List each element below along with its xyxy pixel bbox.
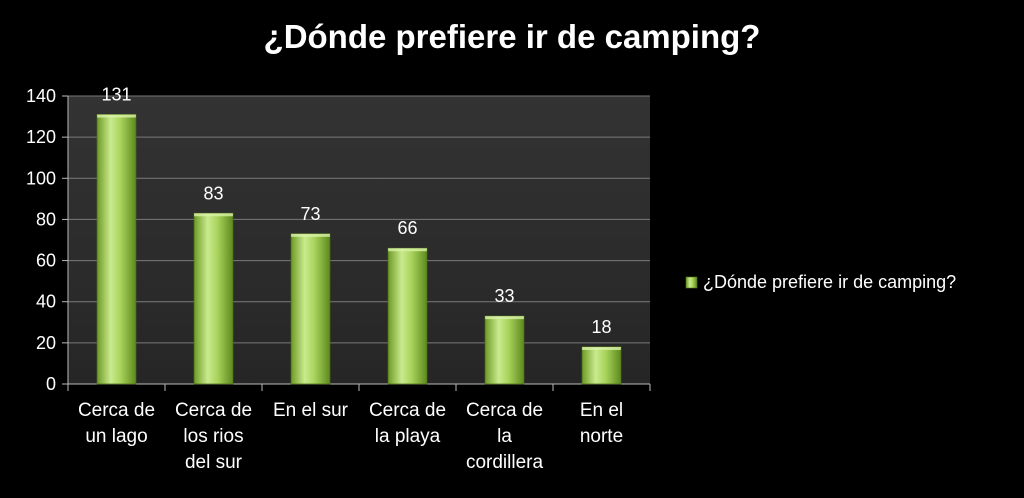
bar — [96, 114, 137, 385]
y-tick-label: 60 — [36, 251, 56, 271]
data-label: 18 — [591, 317, 611, 337]
bars — [96, 114, 622, 385]
x-category-label-line: la playa — [375, 426, 441, 447]
x-category-label-line: cordillera — [466, 452, 544, 473]
data-label: 33 — [494, 286, 514, 306]
x-category-label-line: Cerca de — [466, 400, 543, 421]
y-tick-label: 140 — [26, 86, 56, 106]
x-category-label-line: Cerca de — [369, 400, 446, 421]
axes — [62, 95, 651, 391]
y-tick-label: 20 — [36, 333, 56, 353]
bar-cap — [485, 316, 524, 320]
data-label: 131 — [101, 85, 131, 105]
x-category-label: Cerca de la cordillera — [466, 400, 544, 473]
data-label: 73 — [300, 204, 320, 224]
x-category-label-line: un lago — [85, 426, 147, 447]
data-label: 83 — [203, 183, 223, 203]
x-category-label: Cerca de los rios del sur — [175, 400, 252, 473]
bar-cap — [291, 233, 330, 237]
legend: ¿Dónde prefiere ir de camping? — [685, 272, 956, 292]
y-tick-label: 40 — [36, 292, 56, 312]
x-category-label-line: los rios — [183, 426, 243, 447]
bar — [484, 315, 525, 385]
chart-title: ¿Dónde prefiere ir de camping? — [263, 18, 761, 55]
data-label: 66 — [397, 218, 417, 238]
bar — [193, 212, 234, 385]
bar — [290, 233, 331, 385]
gridlines — [68, 95, 650, 344]
x-category-label-line: Cerca de — [78, 400, 155, 421]
legend-swatch — [685, 276, 698, 289]
labels: 0 20 40 60 80 100 120 140 131 Cerca de un lago 83 Ce… — [26, 85, 623, 473]
y-tick-label: 100 — [26, 168, 56, 188]
x-category-label-line: del sur — [185, 452, 243, 473]
y-tick-label: 80 — [36, 209, 56, 229]
plot-area — [68, 96, 650, 384]
x-category-label-line: Cerca de — [175, 400, 252, 421]
bar — [387, 247, 428, 385]
y-tick-label: 120 — [26, 127, 56, 147]
x-category-label: En el sur — [273, 400, 349, 421]
bar-cap — [97, 114, 136, 118]
x-category-label: En el norte — [580, 400, 623, 447]
legend-label: ¿Dónde prefiere ir de camping? — [703, 272, 956, 292]
x-category-label-line: norte — [580, 426, 623, 447]
bar-cap — [194, 213, 233, 217]
bar — [581, 346, 622, 385]
x-category-label-line: la — [497, 426, 512, 447]
x-category-label-line: En el sur — [273, 400, 349, 421]
x-category-label: Cerca de la playa — [369, 400, 446, 447]
y-tick-label: 0 — [46, 374, 56, 394]
bar-cap — [388, 248, 427, 252]
x-category-label-line: En el — [580, 400, 623, 421]
bar-cap — [582, 346, 621, 350]
x-category-label: Cerca de un lago — [78, 400, 155, 447]
